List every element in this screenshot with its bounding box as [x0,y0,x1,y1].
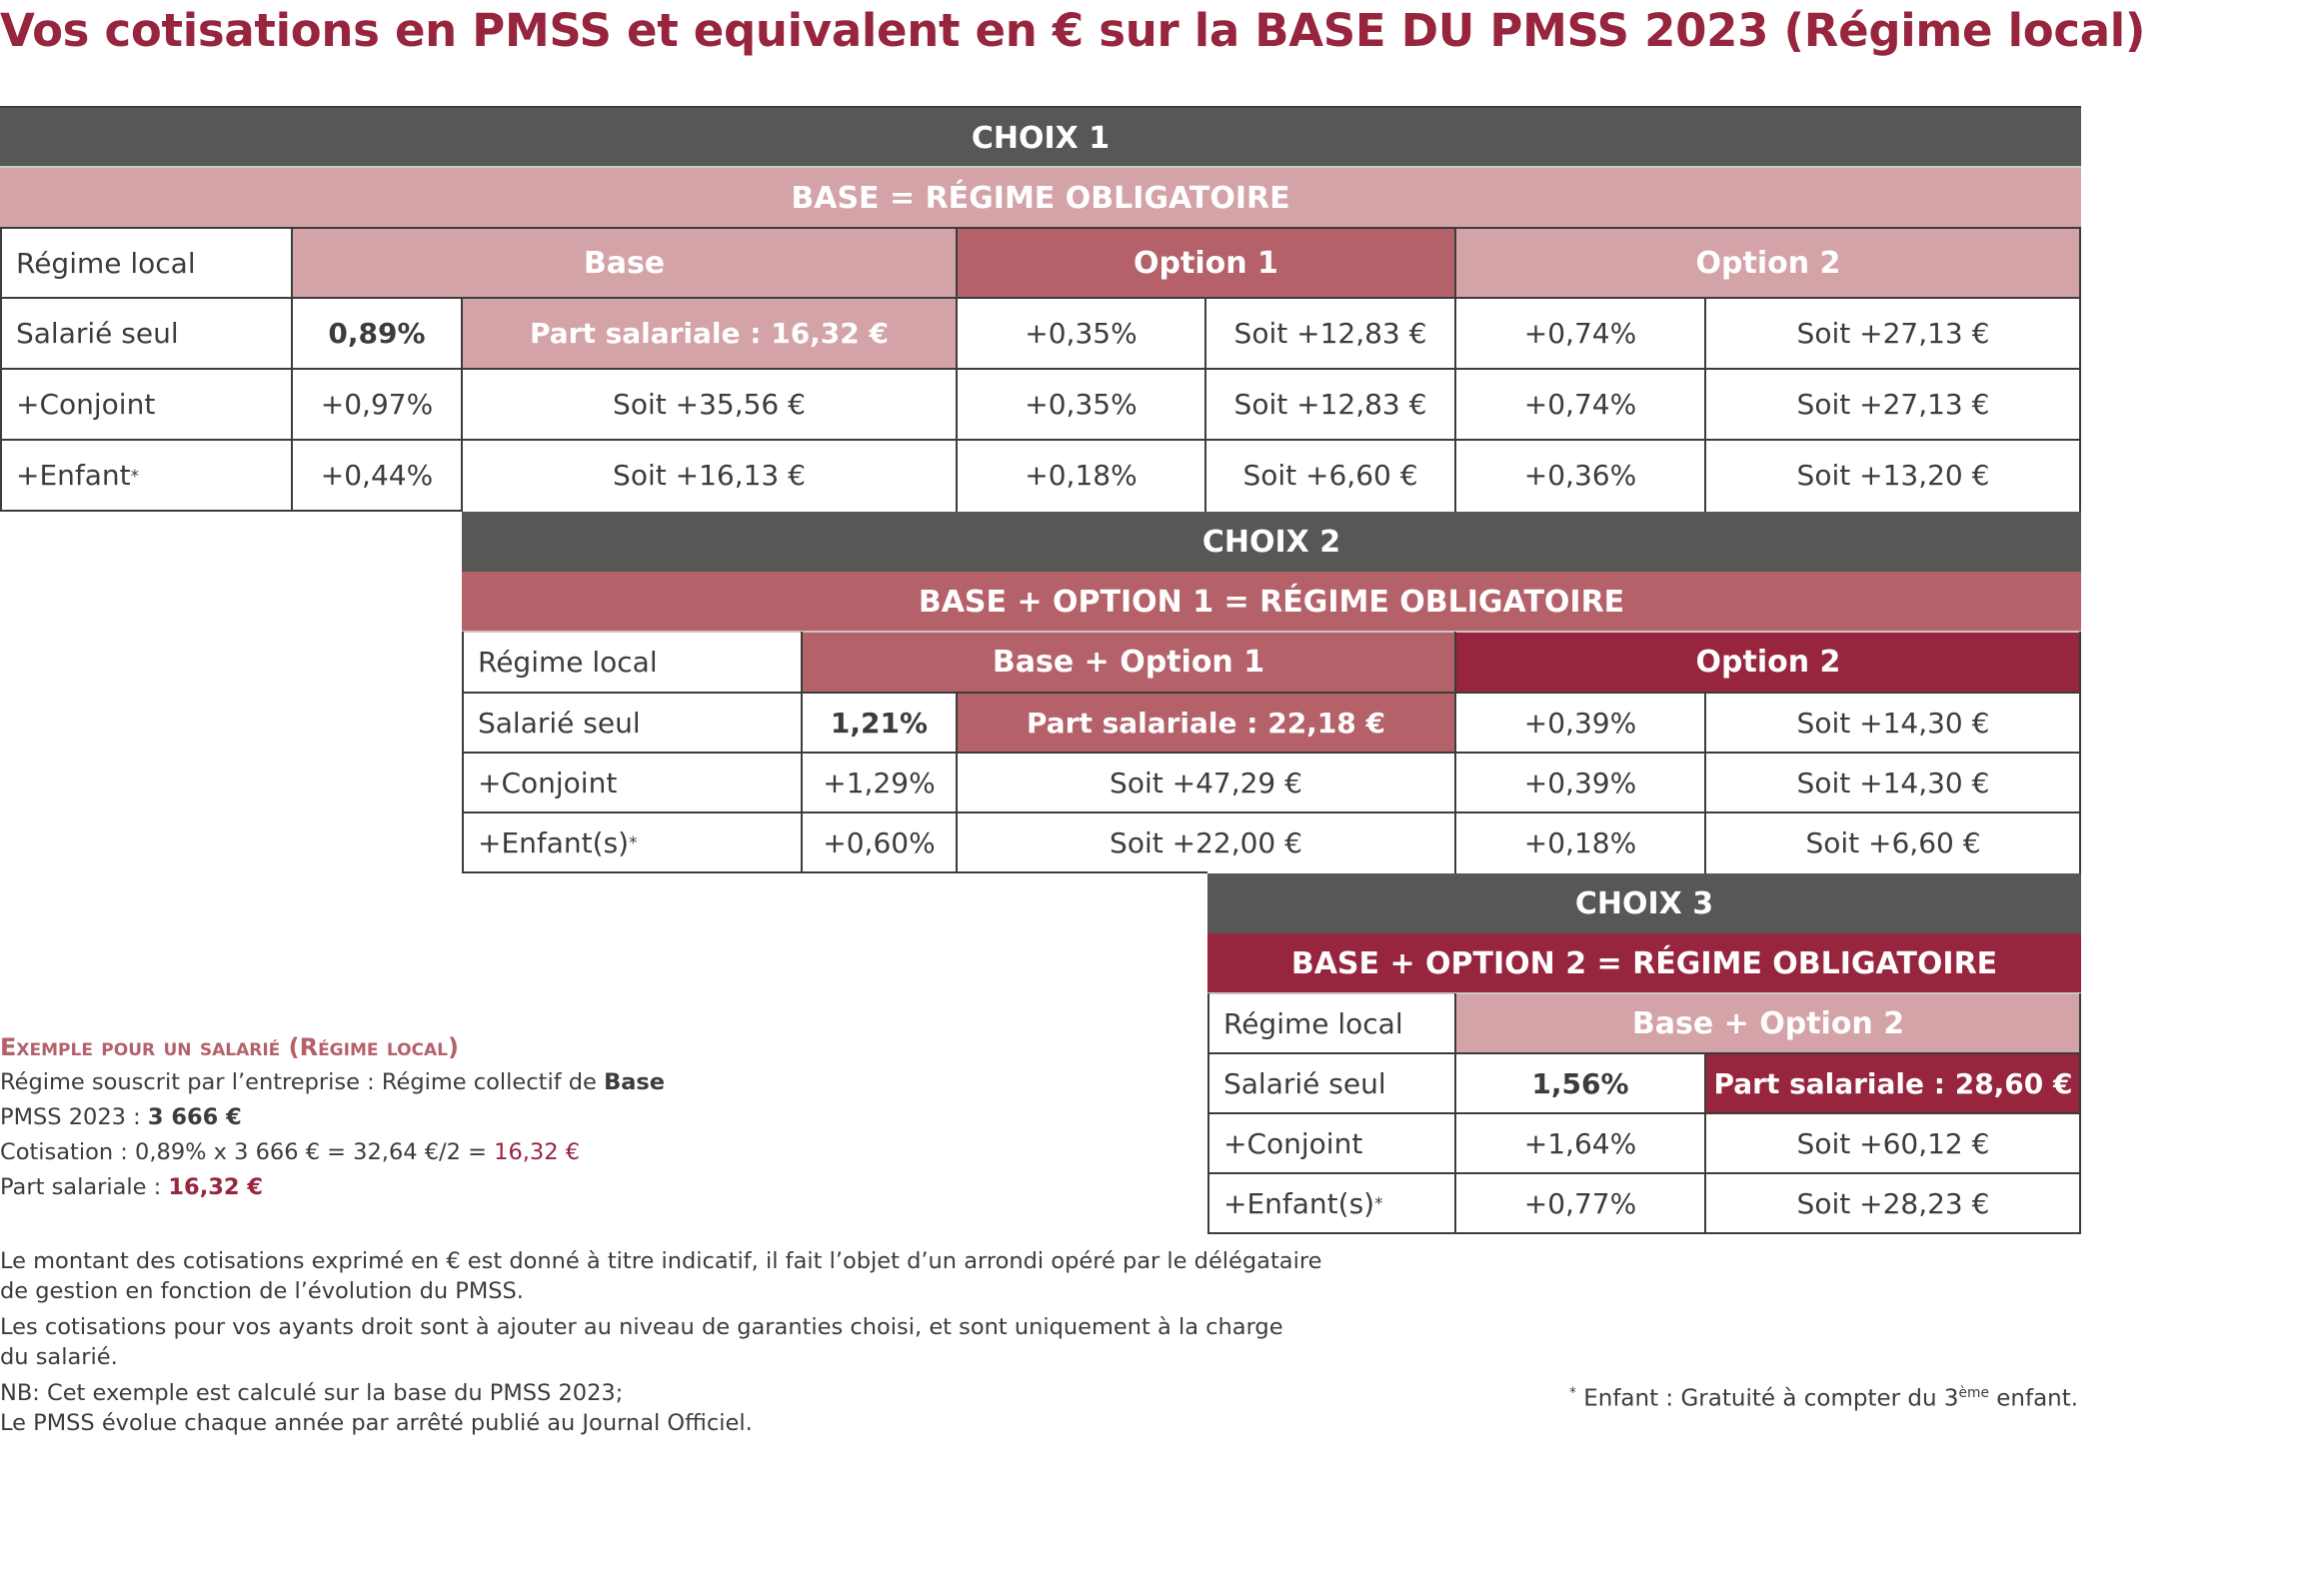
example-line1: Régime souscrit par l’entreprise : Régim… [0,1069,666,1095]
choix3-row2-base-pct: +1,64% [1523,1126,1637,1160]
choix2-row2-o2-pct: +0,39% [1523,766,1637,799]
choix1-row2-o1-eur: Soit +12,83 € [1233,388,1427,421]
enfant-footnote: * Enfant : Gratuité à compter du 3ème en… [1569,1385,2079,1412]
note-1: Le montant des cotisations exprimé en € … [0,1248,1322,1274]
choix1-row2-o1-pct: +0,35% [1025,388,1138,421]
choix2-col-option2: Option 2 [1455,632,2081,693]
choix1-row3-o1-eur: Soit +6,60 € [1242,459,1418,492]
choix1-subheader: BASE = RÉGIME OBLIGATOIRE [0,168,2081,228]
choix2-row1-o2-pct: +0,39% [1523,706,1637,740]
choix1-row2-base-eur: Soit +35,56 € [613,388,806,421]
choix2-row1-o2-eur: Soit +14,30 € [1796,706,1990,740]
choix2-row1-base-pct: 1,21% [830,706,929,740]
choix1-col-regime: Régime local [16,246,196,280]
choix3-row1-label: Salarié seul [1223,1066,1386,1100]
choix2-row3-o2-eur: Soit +6,60 € [1805,825,1981,859]
example-line4: Part salariale : 16,32 € [0,1174,264,1200]
choix1-row3-label: +Enfant * [16,459,140,492]
choix1-row1-o1-pct: +0,35% [1025,317,1138,350]
choix3-row3-base-pct: +0,77% [1523,1186,1637,1220]
choix2-row3-base-pct: +0,60% [823,825,936,859]
choix3-header: CHOIX 3 [1207,873,2081,933]
choix2-row1-label: Salarié seul [478,706,641,740]
choix3-subheader: BASE + OPTION 2 = RÉGIME OBLIGATOIRE [1207,933,2081,993]
choix3-row3-base-eur: Soit +28,23 € [1796,1186,1990,1220]
choix2-row2-base-pct: +1,29% [823,766,936,799]
note-2: Les cotisations pour vos ayants droit so… [0,1314,1283,1340]
choix3-row2-label: +Conjoint [1223,1126,1363,1160]
choix1-row3-o1-pct: +0,18% [1025,459,1138,492]
note-4: Le PMSS évolue chaque année par arrêté p… [0,1410,753,1436]
choix1-row2-o2-pct: +0,74% [1523,388,1637,421]
note-1b: de gestion en fonction de l’évolution du… [0,1278,524,1304]
choix3-row3-label: +Enfant(s) * [1223,1186,1383,1220]
choix1-row1-o1-eur: Soit +12,83 € [1233,317,1427,350]
choix2-row1-base-eur: Part salariale : 22,18 € [957,693,1455,753]
choix2-subheader: BASE + OPTION 1 = RÉGIME OBLIGATOIRE [462,572,2081,632]
choix1-row1-o2-eur: Soit +27,13 € [1796,317,1990,350]
choix1-col-base: Base [292,228,957,298]
choix1-row3-o2-pct: +0,36% [1523,459,1637,492]
choix3-row1-base-eur: Part salariale : 28,60 € [1705,1053,2081,1113]
choix1-row3-base-pct: +0,44% [320,459,434,492]
choix1-header: CHOIX 1 [0,106,2081,168]
choix2-row2-label: +Conjoint [478,766,618,799]
choix1-row1-base-pct: 0,89% [328,317,426,350]
choix3-col-regime: Régime local [1223,1006,1403,1040]
choix1-row2-base-pct: +0,97% [320,388,434,421]
example-title: Exemple pour un salarié (Régime local) [0,1033,459,1061]
choix2-row3-o2-pct: +0,18% [1523,825,1637,859]
note-3: NB: Cet exemple est calculé sur la base … [0,1380,624,1406]
choix1-row1-base-eur: Part salariale : 16,32 € [462,298,957,369]
choix1-row3-o2-eur: Soit +13,20 € [1796,459,1990,492]
example-line2: PMSS 2023 : 3 666 € [0,1104,242,1130]
choix2-row2-base-eur: Soit +47,29 € [1110,766,1302,799]
note-2b: du salarié. [0,1344,118,1370]
choix1-col-option2: Option 2 [1455,228,2081,298]
choix3-col-base-option2: Base + Option 2 [1455,993,2081,1053]
choix1-row3-base-eur: Soit +16,13 € [613,459,806,492]
choix2-row3-label: +Enfant(s) * [478,825,638,859]
choix1-row2-o2-eur: Soit +27,13 € [1796,388,1990,421]
choix3-row2-base-eur: Soit +60,12 € [1796,1126,1990,1160]
choix1-col-option1: Option 1 [957,228,1455,298]
choix1-row2-label: +Conjoint [16,388,156,421]
choix2-col-base-option1: Base + Option 1 [802,632,1455,693]
choix1-row1-label: Salarié seul [16,317,179,350]
choix3-row1-base-pct: 1,56% [1531,1066,1629,1100]
example-line3: Cotisation : 0,89% x 3 666 € = 32,64 €/2… [0,1139,581,1165]
page-title: Vos cotisations en PMSS et equivalent en… [0,4,2146,57]
choix2-row2-o2-eur: Soit +14,30 € [1796,766,1990,799]
choix1-row1-o2-pct: +0,74% [1523,317,1637,350]
choix2-col-regime: Régime local [478,646,658,679]
choix2-row3-base-eur: Soit +22,00 € [1110,825,1302,859]
choix2-header: CHOIX 2 [462,512,2081,572]
